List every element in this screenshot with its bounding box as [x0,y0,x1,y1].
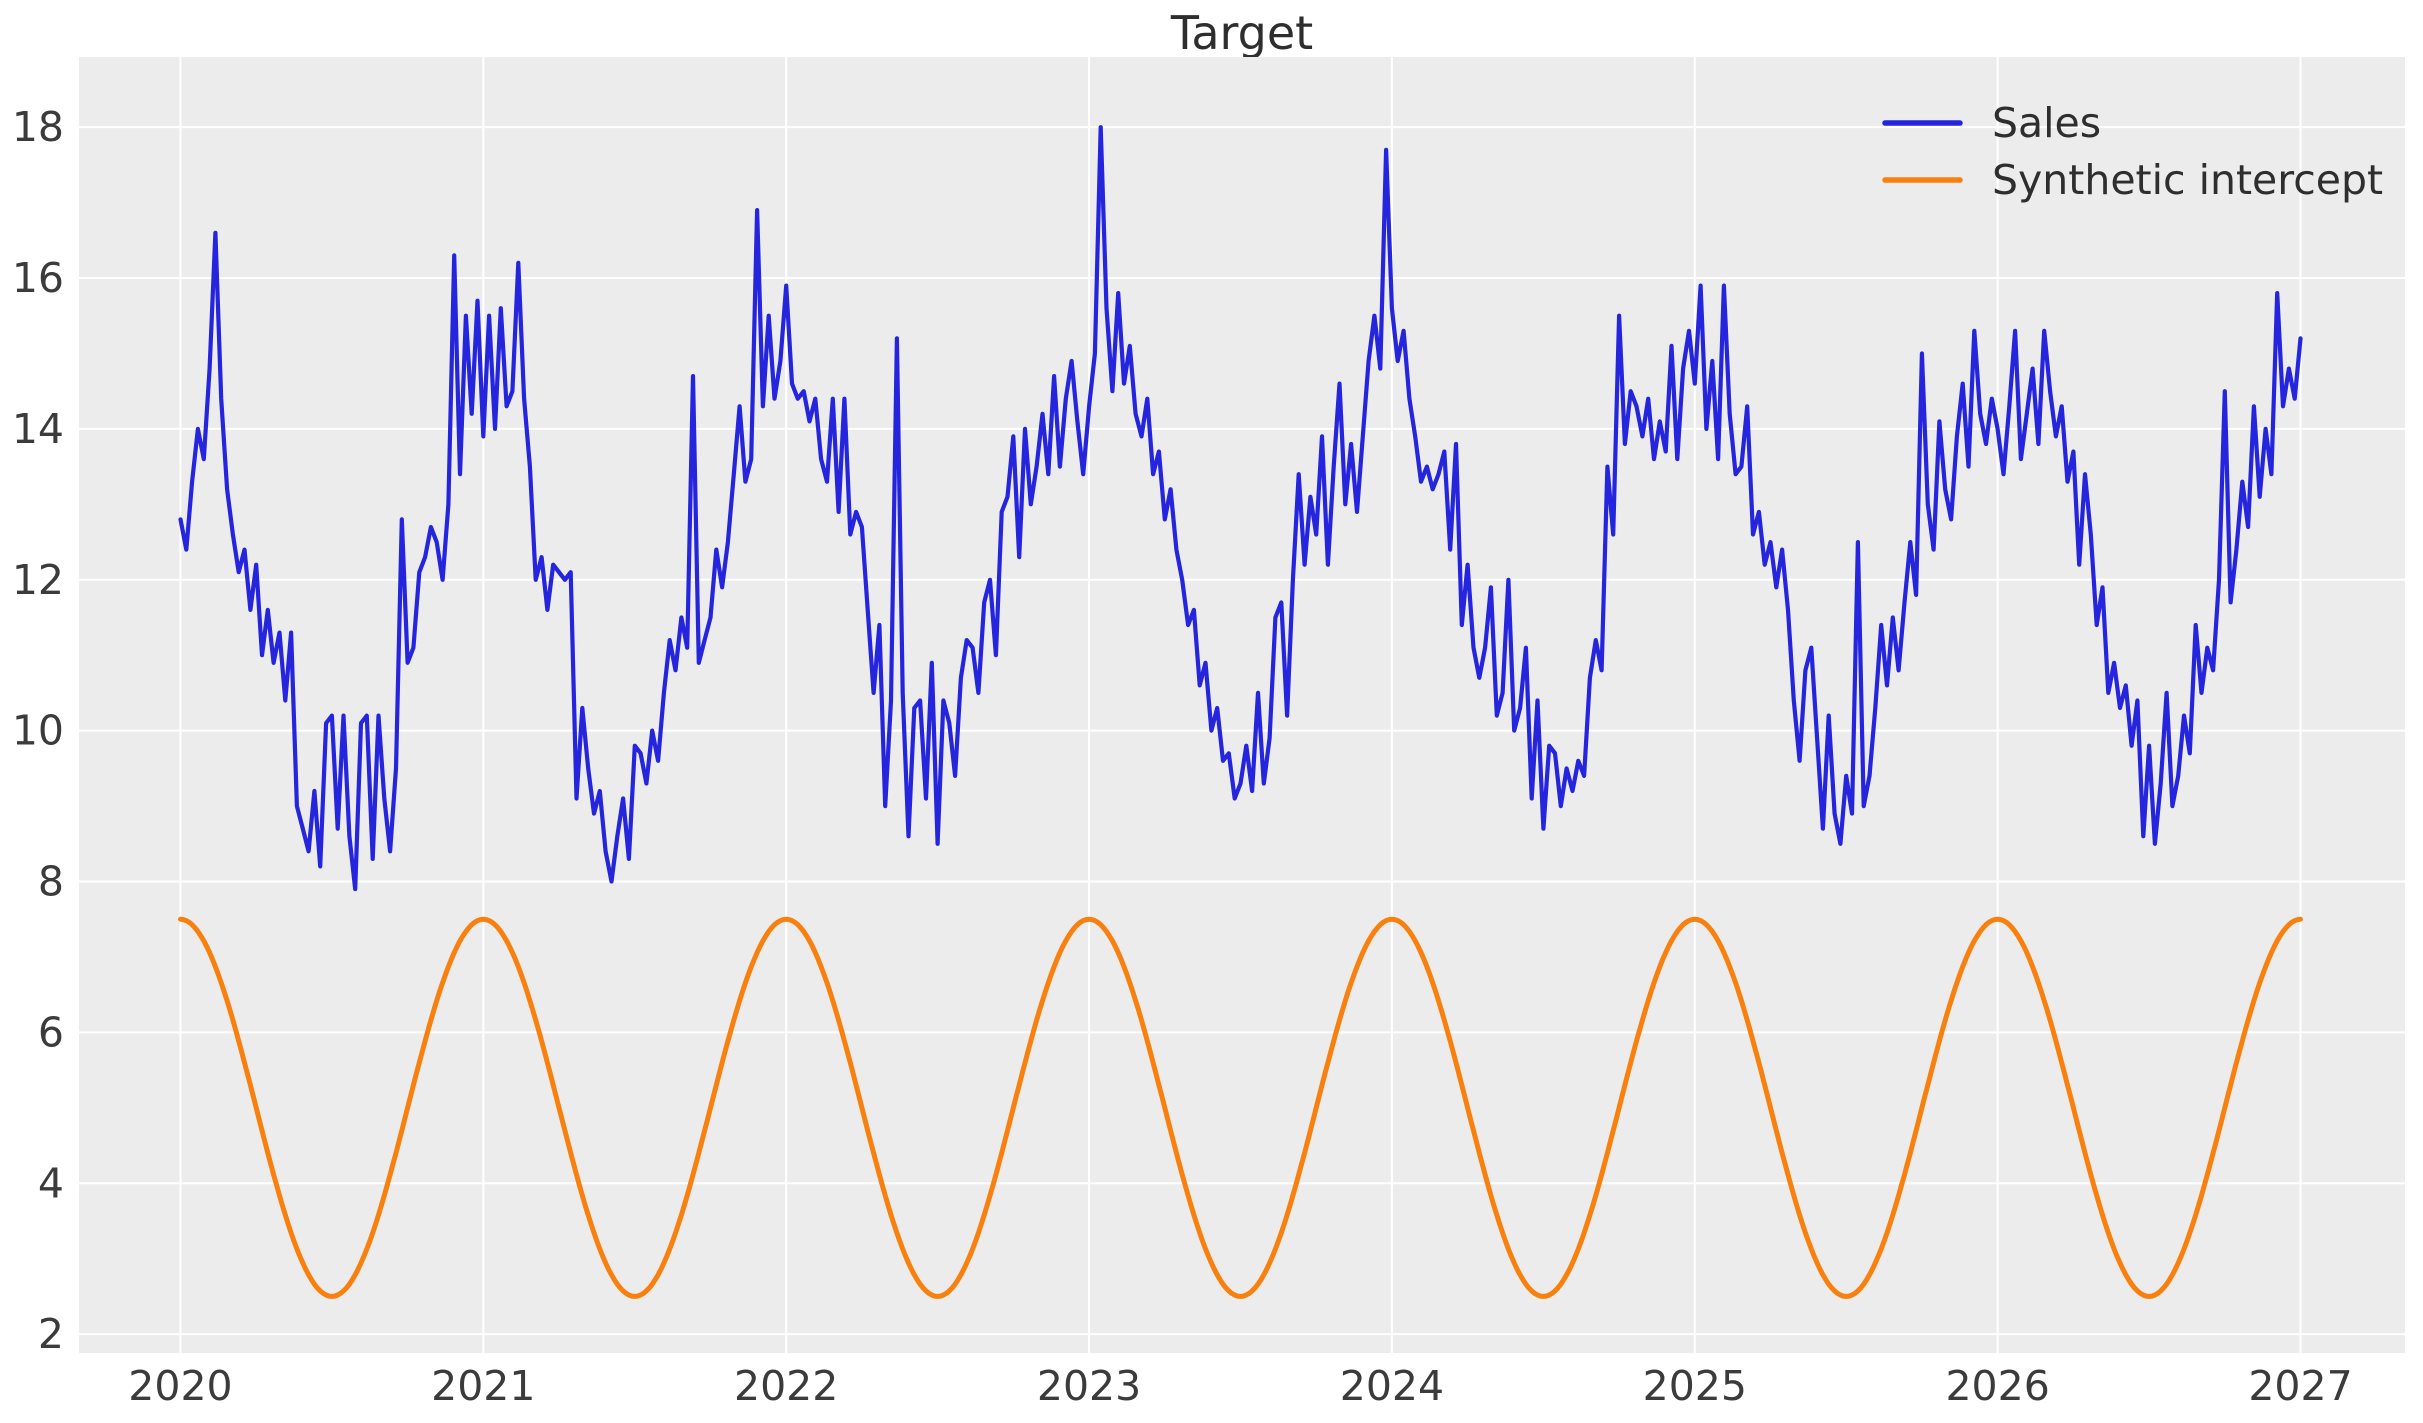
x-tick-label: 2022 [734,1362,838,1410]
y-tick-label: 14 [12,405,64,453]
y-tick-label: 10 [12,707,64,755]
legend-label-synthetic-intercept: Synthetic intercept [1992,156,2383,204]
x-tick-label: 2025 [1643,1362,1747,1410]
x-tick-label: 2020 [128,1362,232,1410]
sales-line [178,125,2303,892]
x-tick-label: 2021 [431,1362,535,1410]
y-tick-label: 4 [38,1159,64,1207]
y-tick-label: 8 [38,858,64,906]
y-tick-label: 18 [12,103,64,151]
synthetic-intercept-line [178,916,2303,1299]
x-tick-label: 2023 [1037,1362,1141,1410]
legend-label-sales: Sales [1992,99,2101,147]
y-tick-label: 16 [12,254,64,302]
chart-title: Target [1170,6,1314,60]
plot-background [79,57,2405,1353]
x-tick-label: 2027 [2248,1362,2352,1410]
y-tick-label: 6 [38,1008,64,1056]
y-tick-label: 12 [12,556,64,604]
x-tick-label: 2024 [1340,1362,1444,1410]
y-tick-label: 2 [38,1310,64,1358]
x-tick-label: 2026 [1945,1362,2049,1410]
